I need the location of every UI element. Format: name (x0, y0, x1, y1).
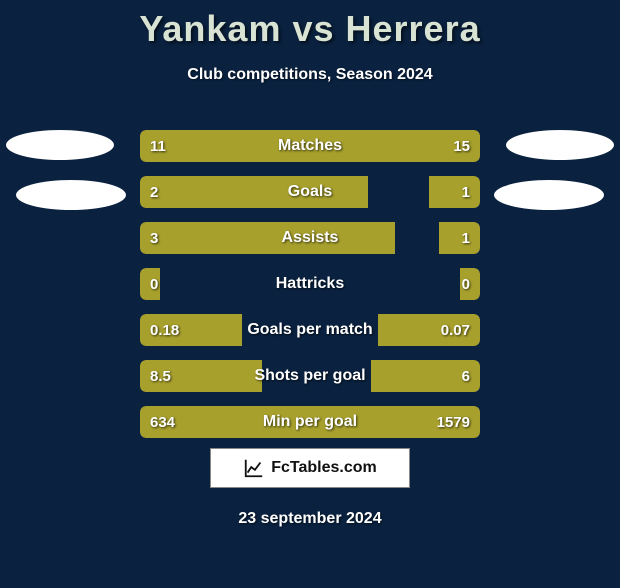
bar-fill-right (429, 176, 480, 208)
bar-fill-left (140, 176, 368, 208)
bar-fill-left (140, 222, 395, 254)
comparison-bars: 1115Matches21Goals31Assists00Hattricks0.… (140, 130, 480, 452)
bar-value-right: 1 (462, 176, 470, 208)
player-badge-right-bottom (494, 180, 604, 210)
bar-value-right: 15 (453, 130, 470, 162)
bar-fill-right (439, 222, 480, 254)
player-badge-left-top (6, 130, 114, 160)
player-badge-left-bottom (16, 180, 126, 210)
credits-text: FcTables.com (271, 459, 377, 477)
player-badge-right-top (506, 130, 614, 160)
bar-row: 21Goals (140, 176, 480, 208)
bar-value-left: 3 (150, 222, 158, 254)
bar-value-right: 1579 (437, 406, 470, 438)
bar-label: Hattricks (140, 268, 480, 300)
bar-fill-right (276, 130, 480, 162)
bar-row: 0.180.07Goals per match (140, 314, 480, 346)
date-text: 23 september 2024 (0, 510, 620, 528)
bar-value-right: 0.07 (441, 314, 470, 346)
bar-row: 6341579Min per goal (140, 406, 480, 438)
page-subtitle: Club competitions, Season 2024 (0, 66, 620, 84)
bar-value-right: 1 (462, 222, 470, 254)
bar-value-right: 0 (462, 268, 470, 300)
bar-row: 31Assists (140, 222, 480, 254)
chart-icon (243, 457, 265, 479)
bar-row: 8.56Shots per goal (140, 360, 480, 392)
bar-value-left: 0.18 (150, 314, 179, 346)
page-title: Yankam vs Herrera (0, 8, 620, 50)
bar-value-left: 634 (150, 406, 175, 438)
bar-value-left: 11 (150, 130, 166, 162)
bar-row: 1115Matches (140, 130, 480, 162)
credits-box: FcTables.com (210, 448, 410, 488)
bar-row: 0 0Hattricks (140, 268, 480, 300)
bar-value-left: 0 (150, 268, 158, 300)
bar-value-left: 8.5 (150, 360, 171, 392)
bar-value-right: 6 (462, 360, 470, 392)
bar-value-left: 2 (150, 176, 158, 208)
